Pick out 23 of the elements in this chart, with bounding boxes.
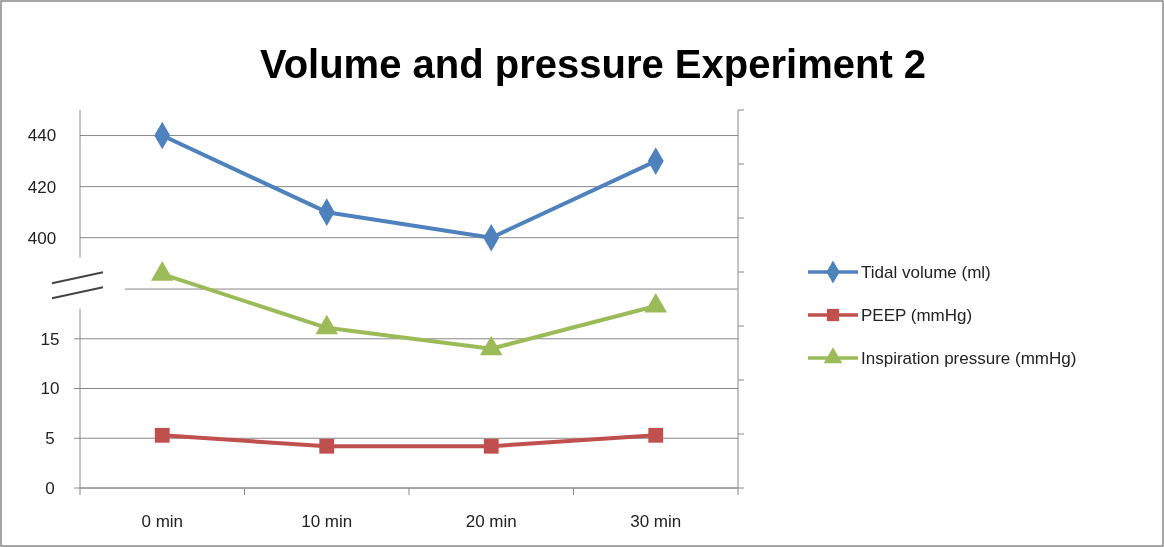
x-tick-label: 20 min (465, 512, 517, 531)
legend-label: PEEP (mmHg) (861, 305, 973, 325)
x-tick-label: 30 min (630, 512, 682, 531)
x-tick-label: 10 min (301, 512, 353, 531)
point (319, 438, 335, 454)
point (648, 427, 664, 443)
y2-tick-label: 440 (27, 126, 57, 146)
x-tick-label: 0 min (141, 512, 184, 531)
legend-label: Inspiration pressure (mmHg) (861, 348, 1077, 368)
legend-label: Tidal volume (ml) (861, 262, 991, 282)
y2-tick-label: 400 (27, 228, 57, 248)
point (154, 427, 170, 443)
y-tick-label: 15 (40, 329, 60, 349)
point (479, 335, 503, 356)
point (483, 438, 499, 454)
y-tick-label: 10 (40, 379, 60, 399)
y2-tick-label: 420 (27, 177, 57, 197)
point (150, 261, 174, 281)
y-tick-label: 5 (45, 429, 55, 449)
point (644, 292, 668, 313)
y-tick-label: 0 (45, 478, 55, 498)
chart-title: Volume and pressure Experiment 2 (259, 42, 927, 86)
point (315, 314, 339, 335)
